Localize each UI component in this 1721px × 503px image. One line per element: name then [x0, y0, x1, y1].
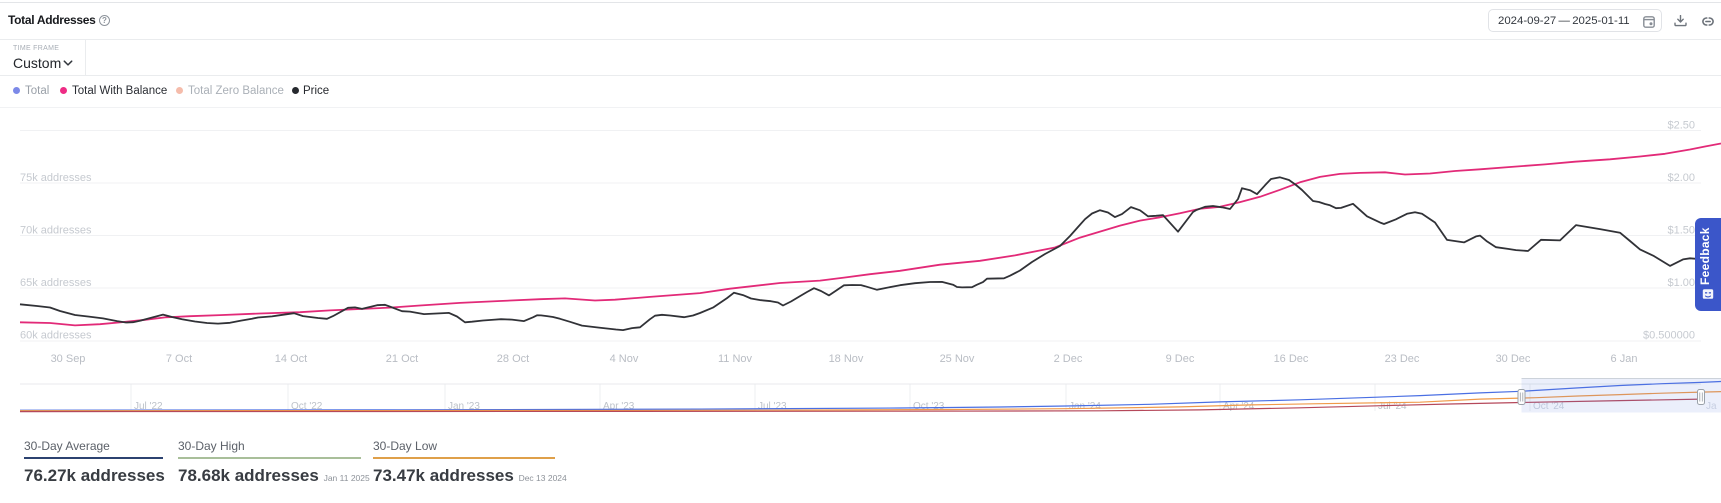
svg-text:70k addresses: 70k addresses [20, 225, 92, 237]
svg-text:Oct '22: Oct '22 [291, 401, 323, 412]
svg-text:60k addresses: 60k addresses [20, 330, 92, 342]
svg-text:Oct '23: Oct '23 [913, 401, 945, 412]
svg-text:$0.500000: $0.500000 [1643, 330, 1695, 342]
svg-text:$1.00: $1.00 [1667, 277, 1695, 289]
svg-text:21 Oct: 21 Oct [386, 353, 418, 365]
svg-text:30 Dec: 30 Dec [1496, 353, 1531, 365]
svg-text:Apr '24: Apr '24 [1223, 401, 1255, 412]
svg-text:$2.50: $2.50 [1667, 120, 1695, 132]
svg-text:30 Sep: 30 Sep [51, 353, 86, 365]
svg-text:65k addresses: 65k addresses [20, 277, 92, 289]
svg-text:Jul '22: Jul '22 [134, 401, 163, 412]
svg-text:75k addresses: 75k addresses [20, 172, 92, 184]
svg-text:9 Dec: 9 Dec [1166, 353, 1195, 365]
svg-text:23 Dec: 23 Dec [1385, 353, 1420, 365]
svg-text:11 Nov: 11 Nov [718, 353, 753, 365]
svg-text:Oct '24: Oct '24 [1533, 401, 1565, 412]
svg-text:Jan '23: Jan '23 [448, 401, 480, 412]
svg-text:$1.50: $1.50 [1667, 225, 1695, 237]
svg-text:Jul '24: Jul '24 [1378, 401, 1407, 412]
svg-text:$2.00: $2.00 [1667, 172, 1695, 184]
svg-text:6 Jan: 6 Jan [1611, 353, 1638, 365]
svg-text:2 Dec: 2 Dec [1054, 353, 1083, 365]
svg-text:14 Oct: 14 Oct [275, 353, 307, 365]
svg-text:Apr '23: Apr '23 [603, 401, 635, 412]
svg-text:18 Nov: 18 Nov [829, 353, 864, 365]
svg-text:7 Oct: 7 Oct [166, 353, 192, 365]
svg-text:25 Nov: 25 Nov [940, 353, 975, 365]
svg-text:Jan '24: Jan '24 [1069, 401, 1101, 412]
svg-text:4 Nov: 4 Nov [610, 353, 639, 365]
svg-text:28 Oct: 28 Oct [497, 353, 529, 365]
svg-text:Jul '23: Jul '23 [758, 401, 787, 412]
svg-text:16 Dec: 16 Dec [1274, 353, 1309, 365]
svg-text:Ja: Ja [1706, 401, 1717, 412]
